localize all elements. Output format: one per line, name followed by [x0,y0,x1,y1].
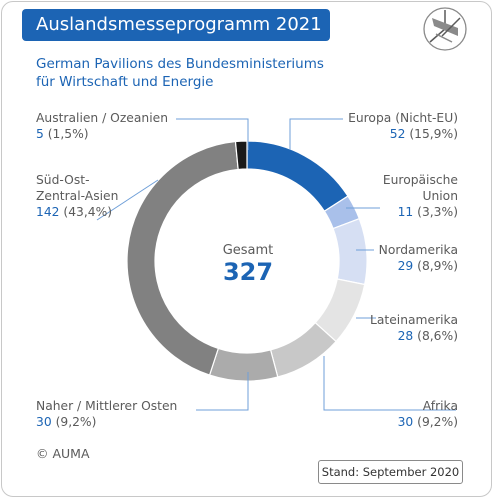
leader-line-6 [323,356,456,411]
label-lateinamerika: Lateinamerika 28 (8,6%) [370,312,458,344]
label-name: Nordamerika [378,243,458,257]
donut-slice-5 [208,347,279,382]
copyright: © AUMA [36,446,90,461]
label-value: 30 [397,415,414,429]
stand-date-box: Stand: September 2020 [318,460,463,484]
label-name: Naher / Mittlerer Osten [36,399,178,413]
label-percent: (3,3%) [417,205,458,219]
leader-line-2 [289,118,343,150]
label-name: Afrika [422,399,458,413]
donut-slice-0 [246,140,349,213]
label-value: 142 [36,205,60,219]
subtitle-line-1: German Pavilions des Bundesministeriums [36,56,324,72]
label-percent: (43,4%) [63,205,113,219]
label-value: 28 [397,329,414,343]
chart-subtitle: German Pavilions des Bundesministeriums … [36,55,324,91]
label-name-line-2: Zentral-Asien [36,189,119,203]
leader-line-7 [196,372,249,411]
subtitle-line-2: für Wirtschaft und Energie [36,74,214,90]
label-nordamerika: Nordamerika 29 (8,9%) [379,242,458,274]
label-percent: (9,2%) [55,415,97,429]
label-percent: (9,2%) [417,415,458,429]
donut-slice-2 [332,217,368,286]
label-value: 11 [397,205,414,219]
label-percent: (15,9%) [409,127,458,141]
label-value: 29 [397,259,414,273]
center-label: Gesamt [222,243,274,258]
label-percent: (8,6%) [417,329,458,343]
label-name-line-2: Union [422,189,458,203]
center-total: 327 [222,258,274,286]
donut-slice-7 [234,140,248,171]
label-afrika: Afrika 30 (9,2%) [398,398,458,430]
label-naher-osten: Naher / Mittlerer Osten 30 (9,2%) [36,398,177,430]
label-value: 5 [36,127,44,141]
label-australien: Australien / Ozeanien 5 (1,5%) [36,110,168,142]
label-name-line-1: Europäische [382,173,458,187]
label-name-line-1: Süd-Ost- [36,173,90,187]
title-bar: Auslandsmesseprogramm 2021 [22,9,330,41]
label-percent: (8,9%) [417,259,458,273]
label-value: 52 [389,127,406,141]
label-eu: Europäische Union 11 (3,3%) [383,172,458,220]
auma-logo-icon [423,7,467,51]
leader-line-1 [96,179,159,221]
label-europa-nicht-eu: Europa (Nicht-EU) 52 (15,9%) [348,110,458,142]
label-name: Lateinamerika [370,313,458,327]
leader-line-0 [176,118,249,150]
label-percent: (1,5%) [47,127,89,141]
chart-title: Auslandsmesseprogramm 2021 [36,14,322,35]
label-value: 30 [36,415,52,429]
label-sued-ost-asien: Süd-Ost- Zentral-Asien 142 (43,4%) [36,172,118,220]
label-name: Australien / Ozeanien [36,111,168,125]
label-name: Europa (Nicht-EU) [348,111,458,125]
